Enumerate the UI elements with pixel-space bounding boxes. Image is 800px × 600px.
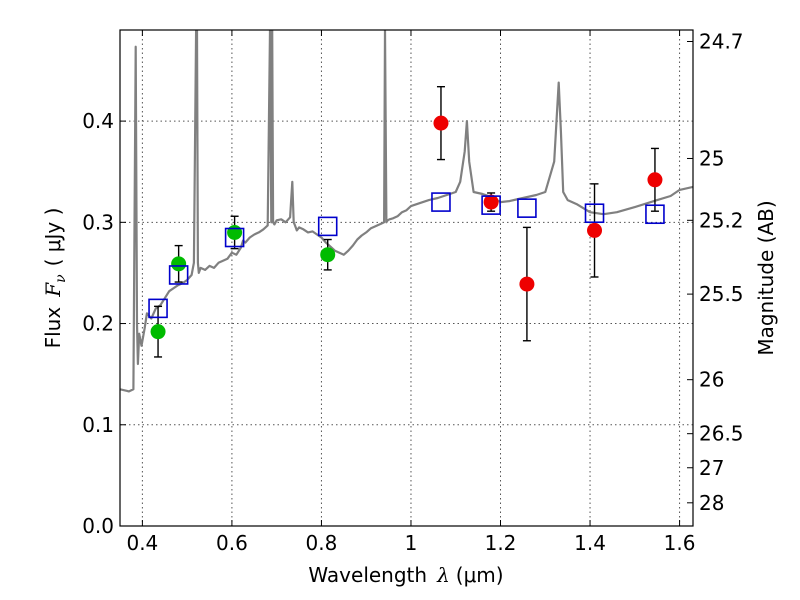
y-axis-title-subscript: ν <box>53 274 69 283</box>
red-data-point <box>433 115 449 131</box>
axis-ticks: 0.4 0.6 0.8 1 1.2 1.4 1.6 0.0 0.1 0.2 0.3 0.4 24.7 25… <box>82 30 743 555</box>
x-tick-label: 1.2 <box>485 531 517 555</box>
model-flux-square <box>148 298 168 319</box>
y-axis-title: Flux Fν ( μJy ) <box>41 208 69 349</box>
grid <box>120 30 693 527</box>
green-data-point <box>150 324 166 340</box>
y-axis-title-text: Flux <box>41 307 65 349</box>
mag-tick-label: 24.7 <box>699 30 744 54</box>
x-axis-title: Wavelength λ (μm) <box>308 563 503 587</box>
mag-tick-label: 25 <box>699 146 724 170</box>
x-tick-label: 1 <box>405 531 418 555</box>
y-axis-title-symbol: F <box>41 282 65 298</box>
mag-tick-label: 25.5 <box>699 282 744 306</box>
x-axis-title-unit: (μm) <box>456 563 504 587</box>
mag-tick-label: 26.5 <box>699 422 744 446</box>
y-axis-title-unit: ( μJy ) <box>41 208 65 267</box>
mag-tick-label: 26 <box>699 368 724 392</box>
model-flux-square <box>584 203 605 224</box>
y-tick-label: 0.1 <box>82 413 114 437</box>
mag-tick-label: 28 <box>699 491 724 515</box>
model-flux-square <box>645 204 665 225</box>
y2-axis-title: Magnitude (AB) <box>754 200 778 355</box>
model-spectrum-line <box>120 30 693 393</box>
mag-tick-label: 25.2 <box>699 208 744 232</box>
x-tick-label: 1.6 <box>664 531 696 555</box>
y-tick-label: 0.3 <box>82 210 114 234</box>
x-tick-label: 0.8 <box>306 531 338 555</box>
data-layer <box>120 30 693 393</box>
model-flux-square <box>317 216 338 237</box>
y-tick-label: 0.4 <box>82 109 114 133</box>
plot-background <box>120 30 693 526</box>
model-flux-square <box>517 198 537 218</box>
model-flux-square <box>224 227 245 248</box>
model-flux-square <box>481 195 501 215</box>
y-tick-label: 0.0 <box>82 514 114 538</box>
red-data-point <box>519 276 535 292</box>
x-tick-label: 0.6 <box>216 531 248 555</box>
x-axis-title-text: Wavelength <box>308 563 427 587</box>
red-data-point <box>483 194 499 210</box>
green-data-point <box>227 224 243 240</box>
green-data-point <box>320 247 336 263</box>
model-flux-square <box>431 192 451 212</box>
green-data-point <box>171 256 187 272</box>
x-axis-title-symbol: λ <box>436 563 450 587</box>
y-tick-label: 0.2 <box>82 312 114 336</box>
x-tick-label: 1.4 <box>574 531 606 555</box>
plot-frame <box>119 29 694 527</box>
mag-tick-label: 27 <box>699 456 724 480</box>
x-tick-label: 0.4 <box>126 531 158 555</box>
model-flux-square <box>168 265 189 285</box>
red-data-point <box>587 222 603 238</box>
red-data-point <box>647 172 663 188</box>
